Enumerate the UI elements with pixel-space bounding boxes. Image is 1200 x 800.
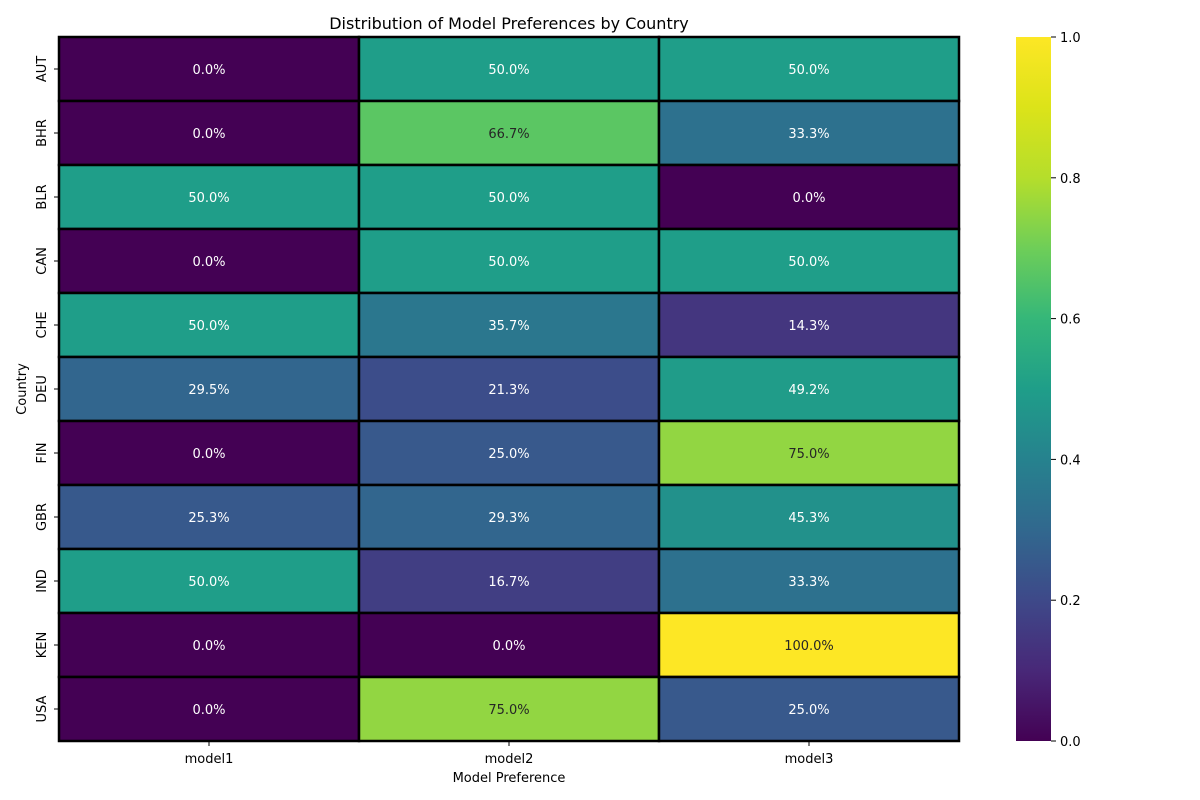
y-tick-label: BHR <box>35 119 50 147</box>
heatmap-cell <box>357 483 661 551</box>
colorbar-tick-label: 0.8 <box>1060 172 1081 187</box>
y-tick-label: FIN <box>35 442 50 463</box>
heatmap-cell <box>657 355 961 423</box>
heatmap-cell <box>657 227 961 295</box>
heatmap-cell <box>657 419 961 487</box>
chart-title: Distribution of Model Preferences by Cou… <box>329 14 689 33</box>
heatmap-cells: 0.0% 50.0% 50.0% 0.0% 66.7% 33.3% 50.0% 50.0% 0.… <box>57 35 961 743</box>
cell-value-label: 33.3% <box>788 575 829 590</box>
y-tick-label: USA <box>35 695 50 722</box>
heatmap-cell <box>657 483 961 551</box>
heatmap-cell <box>57 35 361 103</box>
x-tick-label: model2 <box>485 752 534 767</box>
cell-value-label: 50.0% <box>188 575 229 590</box>
heatmap-cell <box>357 163 661 231</box>
cell-value-label: 25.3% <box>188 511 229 526</box>
heatmap-cell <box>57 611 361 679</box>
heatmap-cell <box>357 291 661 359</box>
y-tick-label: AUT <box>35 56 50 82</box>
heatmap-cell <box>57 419 361 487</box>
cell-value-label: 100.0% <box>784 639 834 654</box>
cell-value-label: 49.2% <box>788 383 829 398</box>
cell-value-label: 50.0% <box>488 191 529 206</box>
cell-value-label: 45.3% <box>788 511 829 526</box>
cell-value-label: 50.0% <box>788 255 829 270</box>
y-tick-label: IND <box>35 569 50 593</box>
cell-value-label: 25.0% <box>488 447 529 462</box>
cell-value-label: 0.0% <box>192 703 225 718</box>
y-axis-ticks: AUT BHR BLR CAN CHE DEU FIN GBR IND KEN USA <box>35 56 59 722</box>
heatmap-cell <box>57 483 361 551</box>
cell-value-label: 25.0% <box>788 703 829 718</box>
cell-value-label: 50.0% <box>488 255 529 270</box>
y-tick-label: CAN <box>35 247 50 275</box>
heatmap-cell <box>357 355 661 423</box>
cell-value-label: 29.5% <box>188 383 229 398</box>
cell-value-label: 16.7% <box>488 575 529 590</box>
heatmap-cell <box>57 675 361 743</box>
y-tick-label: CHE <box>35 311 50 338</box>
cell-value-label: 14.3% <box>788 319 829 334</box>
x-tick-label: model3 <box>785 752 834 767</box>
colorbar: 0.0 0.2 0.4 0.6 0.8 1.0 <box>1016 31 1081 750</box>
heatmap-cell <box>57 227 361 295</box>
cell-value-label: 0.0% <box>192 63 225 78</box>
cell-value-label: 50.0% <box>188 191 229 206</box>
heatmap-cell <box>657 611 961 679</box>
cell-value-label: 75.0% <box>488 703 529 718</box>
heatmap-cell <box>657 675 961 743</box>
cell-value-label: 50.0% <box>788 63 829 78</box>
cell-value-label: 0.0% <box>492 639 525 654</box>
cell-value-label: 35.7% <box>488 319 529 334</box>
y-tick-label: DEU <box>35 375 50 403</box>
x-axis-ticks: model1 model2 model3 <box>185 741 834 767</box>
cell-value-label: 33.3% <box>788 127 829 142</box>
cell-value-label: 75.0% <box>788 447 829 462</box>
cell-value-label: 66.7% <box>488 127 529 142</box>
colorbar-tick-label: 0.0 <box>1060 735 1081 750</box>
colorbar-tick-label: 0.6 <box>1060 313 1081 328</box>
heatmap-cell <box>357 419 661 487</box>
cell-value-label: 0.0% <box>192 255 225 270</box>
cell-value-label: 0.0% <box>792 191 825 206</box>
cell-value-label: 29.3% <box>488 511 529 526</box>
y-axis-label: Country <box>15 363 30 415</box>
y-tick-label: KEN <box>35 632 50 658</box>
cell-value-label: 0.0% <box>192 447 225 462</box>
y-tick-label: BLR <box>35 184 50 209</box>
heatmap-cell <box>357 611 661 679</box>
cell-value-label: 0.0% <box>192 639 225 654</box>
heatmap-cell <box>657 547 961 615</box>
y-tick-label: GBR <box>35 503 50 531</box>
x-tick-label: model1 <box>185 752 234 767</box>
colorbar-gradient <box>1016 37 1051 741</box>
cell-value-label: 0.0% <box>192 127 225 142</box>
x-axis-label: Model Preference <box>453 771 566 786</box>
colorbar-tick-label: 0.4 <box>1060 453 1081 468</box>
cell-value-label: 50.0% <box>488 63 529 78</box>
cell-value-label: 21.3% <box>488 383 529 398</box>
heatmap-cell <box>657 99 961 167</box>
colorbar-tick-label: 1.0 <box>1060 31 1081 46</box>
colorbar-tick-label: 0.2 <box>1060 594 1081 609</box>
heatmap-cell <box>357 35 661 103</box>
cell-value-label: 50.0% <box>188 319 229 334</box>
